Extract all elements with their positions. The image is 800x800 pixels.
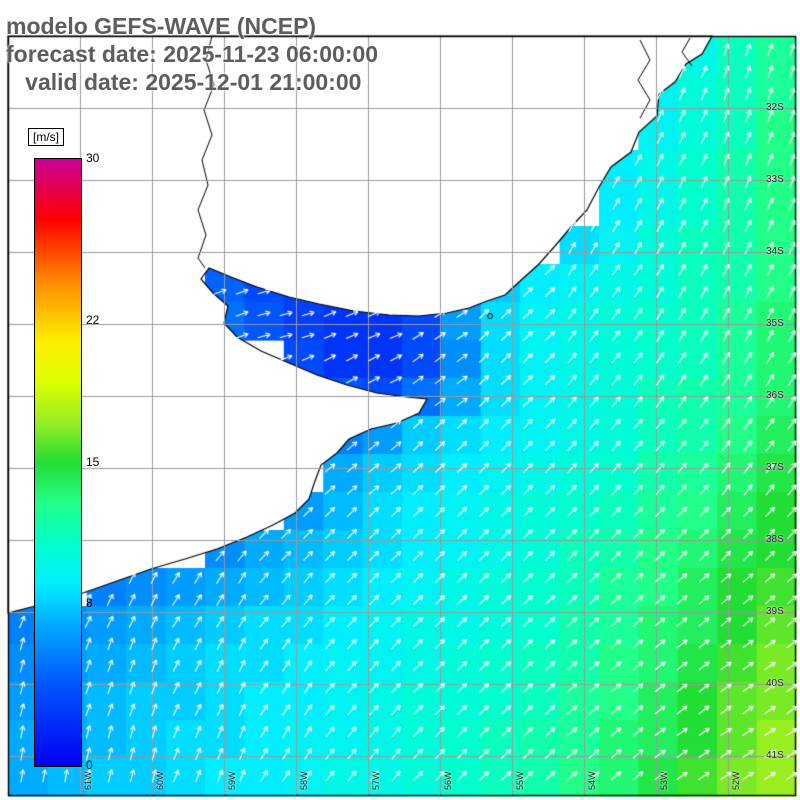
forecast-date: forecast date: 2025-11-23 06:00:00 <box>6 41 379 67</box>
lon-label: 59W <box>227 771 237 790</box>
colorbar-tick: 30 <box>86 151 100 165</box>
colorbar-tick: 15 <box>86 454 100 469</box>
title-block: modelo GEFS-WAVE (NCEP) forecast date: 2… <box>6 12 378 96</box>
valid-date: valid date: 2025-12-01 21:00:00 <box>6 69 362 95</box>
colorbar-tick: 0 <box>86 758 93 772</box>
lon-label: 58W <box>299 771 309 790</box>
lat-label: 32S <box>766 102 784 113</box>
lat-label: 33S <box>766 174 784 185</box>
colorbar-tick: 22 <box>86 312 100 327</box>
lat-label: 37S <box>766 462 784 473</box>
lon-label: 55W <box>515 771 525 790</box>
colorbar-tick: 8 <box>86 596 93 611</box>
lat-label: 38S <box>766 534 784 545</box>
lat-label: 40S <box>766 678 784 689</box>
lon-label: 53W <box>659 771 669 790</box>
colorbar: [m/s] 30 22 15 8 0 <box>28 128 138 788</box>
lat-label: 34S <box>766 246 784 257</box>
lat-label: 36S <box>766 390 784 401</box>
lon-label: 57W <box>371 771 381 790</box>
lon-label: 60W <box>155 771 165 790</box>
colorbar-units-label: [m/s] <box>28 128 64 146</box>
colorbar-gradient <box>34 158 82 767</box>
lat-label: 39S <box>766 606 784 617</box>
lon-label: 52W <box>731 771 741 790</box>
lon-label: 56W <box>443 771 453 790</box>
lat-label: 41S <box>766 750 784 761</box>
lon-label: 54W <box>587 771 597 790</box>
model-title: modelo GEFS-WAVE (NCEP) <box>6 13 317 39</box>
lat-label: 35S <box>766 318 784 329</box>
